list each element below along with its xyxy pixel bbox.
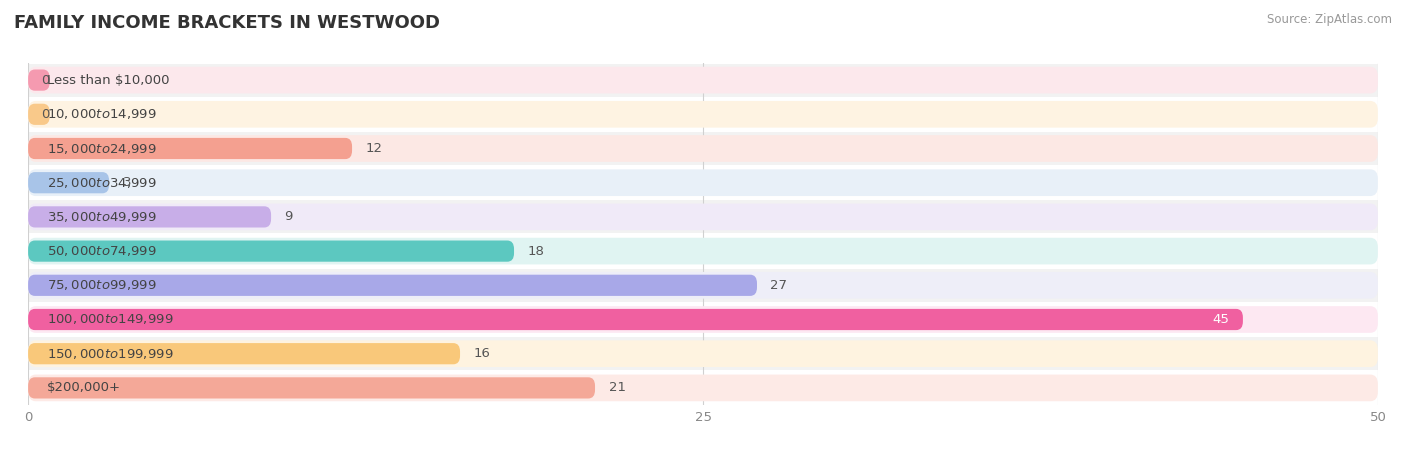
FancyBboxPatch shape xyxy=(28,203,1378,230)
FancyBboxPatch shape xyxy=(28,343,460,364)
FancyBboxPatch shape xyxy=(28,101,1378,128)
FancyBboxPatch shape xyxy=(28,238,1378,265)
FancyBboxPatch shape xyxy=(28,240,515,262)
FancyBboxPatch shape xyxy=(28,269,1378,302)
Text: $150,000 to $199,999: $150,000 to $199,999 xyxy=(46,346,173,361)
FancyBboxPatch shape xyxy=(28,235,1378,267)
FancyBboxPatch shape xyxy=(28,206,271,228)
FancyBboxPatch shape xyxy=(28,306,1378,333)
Text: Source: ZipAtlas.com: Source: ZipAtlas.com xyxy=(1267,14,1392,27)
Text: $200,000+: $200,000+ xyxy=(46,382,121,394)
Text: 18: 18 xyxy=(527,245,544,257)
FancyBboxPatch shape xyxy=(28,201,1378,233)
FancyBboxPatch shape xyxy=(28,377,595,399)
FancyBboxPatch shape xyxy=(28,169,1378,196)
Text: $50,000 to $74,999: $50,000 to $74,999 xyxy=(46,244,156,258)
Text: 21: 21 xyxy=(609,382,626,394)
Text: 45: 45 xyxy=(1212,313,1229,326)
FancyBboxPatch shape xyxy=(28,135,1378,162)
FancyBboxPatch shape xyxy=(28,67,1378,94)
FancyBboxPatch shape xyxy=(28,374,1378,401)
Text: FAMILY INCOME BRACKETS IN WESTWOOD: FAMILY INCOME BRACKETS IN WESTWOOD xyxy=(14,14,440,32)
Text: 3: 3 xyxy=(122,176,131,189)
FancyBboxPatch shape xyxy=(28,69,49,91)
FancyBboxPatch shape xyxy=(28,104,49,125)
FancyBboxPatch shape xyxy=(28,303,1378,336)
FancyBboxPatch shape xyxy=(28,338,1378,370)
Text: Less than $10,000: Less than $10,000 xyxy=(46,74,170,86)
FancyBboxPatch shape xyxy=(28,166,1378,199)
FancyBboxPatch shape xyxy=(28,132,1378,165)
Text: $10,000 to $14,999: $10,000 to $14,999 xyxy=(46,107,156,122)
FancyBboxPatch shape xyxy=(28,98,1378,130)
FancyBboxPatch shape xyxy=(28,274,756,296)
Text: $100,000 to $149,999: $100,000 to $149,999 xyxy=(46,312,173,327)
Text: 9: 9 xyxy=(284,211,292,223)
FancyBboxPatch shape xyxy=(28,372,1378,404)
Text: $35,000 to $49,999: $35,000 to $49,999 xyxy=(46,210,156,224)
FancyBboxPatch shape xyxy=(28,309,1243,330)
Text: 12: 12 xyxy=(366,142,382,155)
FancyBboxPatch shape xyxy=(28,172,110,194)
Text: 16: 16 xyxy=(474,347,491,360)
FancyBboxPatch shape xyxy=(28,340,1378,367)
Text: $25,000 to $34,999: $25,000 to $34,999 xyxy=(46,176,156,190)
Text: $75,000 to $99,999: $75,000 to $99,999 xyxy=(46,278,156,293)
FancyBboxPatch shape xyxy=(28,138,352,159)
Text: 0: 0 xyxy=(42,108,51,121)
FancyBboxPatch shape xyxy=(28,64,1378,96)
Text: 0: 0 xyxy=(42,74,51,86)
Text: $15,000 to $24,999: $15,000 to $24,999 xyxy=(46,141,156,156)
FancyBboxPatch shape xyxy=(28,272,1378,299)
Text: 27: 27 xyxy=(770,279,787,292)
